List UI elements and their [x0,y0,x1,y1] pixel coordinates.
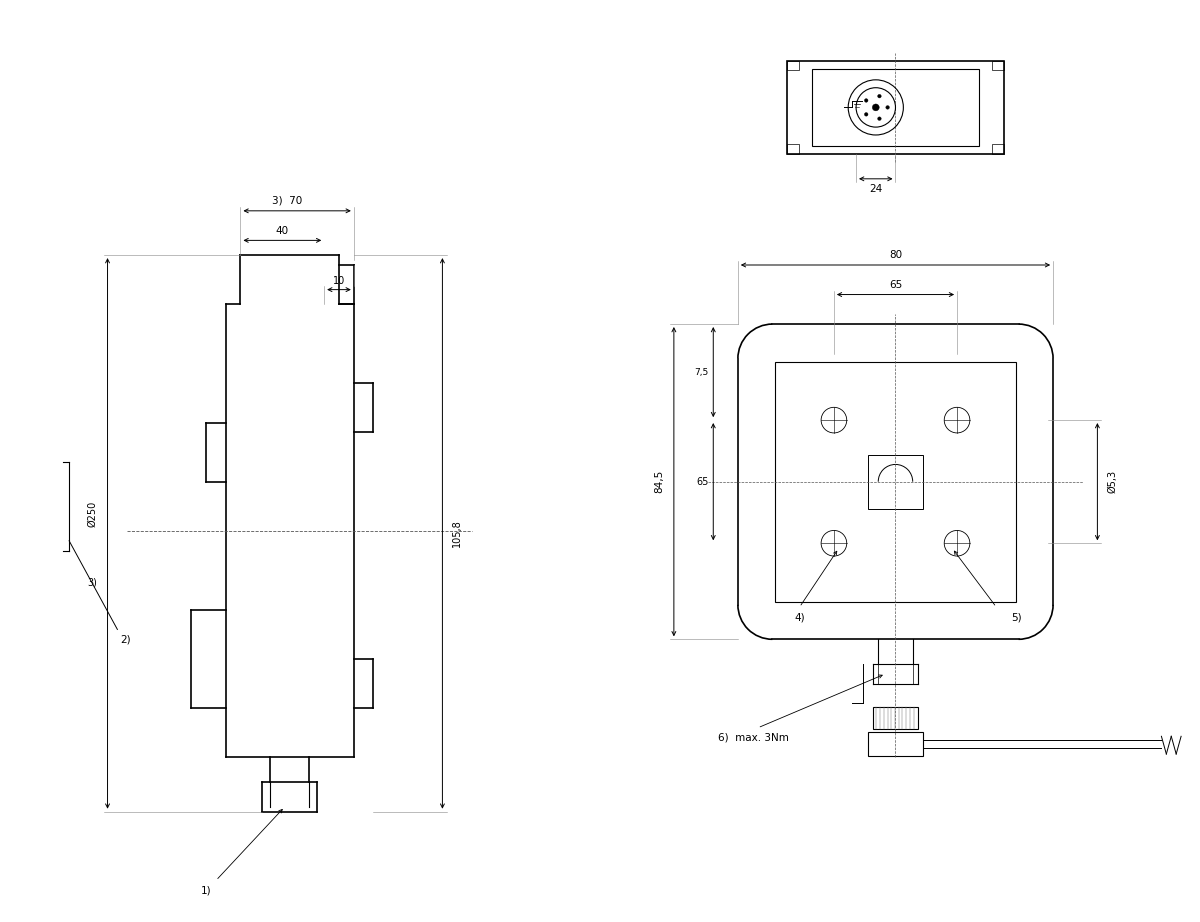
Text: 1): 1) [200,885,211,895]
Circle shape [886,106,889,109]
Circle shape [877,94,881,98]
Bar [869,732,923,756]
Text: 65: 65 [889,279,902,290]
Text: Ø250: Ø250 [88,501,97,526]
Text: 6)  max. 3Nm: 6) max. 3Nm [718,733,790,743]
Circle shape [872,104,880,111]
Bar [811,68,979,147]
Text: 10: 10 [332,276,346,286]
Text: 24: 24 [869,183,882,194]
Circle shape [864,112,868,116]
Text: 5): 5) [1012,612,1022,622]
Bar [992,61,1004,70]
Text: 80: 80 [889,250,902,260]
Text: 3): 3) [88,578,97,587]
Text: 3)  70: 3) 70 [272,195,302,206]
Circle shape [864,99,868,102]
Text: 4): 4) [794,612,805,622]
Bar [874,707,918,729]
Text: 2): 2) [120,634,131,644]
Text: 105,8: 105,8 [452,519,462,548]
Bar [787,61,799,70]
Text: 65: 65 [696,477,708,487]
Text: Ø5,3: Ø5,3 [1108,470,1117,493]
Bar [992,145,1004,154]
Bar [775,361,1015,602]
Text: 40: 40 [276,227,289,236]
Text: 84,5: 84,5 [654,470,664,493]
Bar [869,455,923,509]
Bar [787,61,1004,154]
Bar [787,145,799,154]
Circle shape [877,117,881,121]
Text: 7,5: 7,5 [694,368,708,376]
